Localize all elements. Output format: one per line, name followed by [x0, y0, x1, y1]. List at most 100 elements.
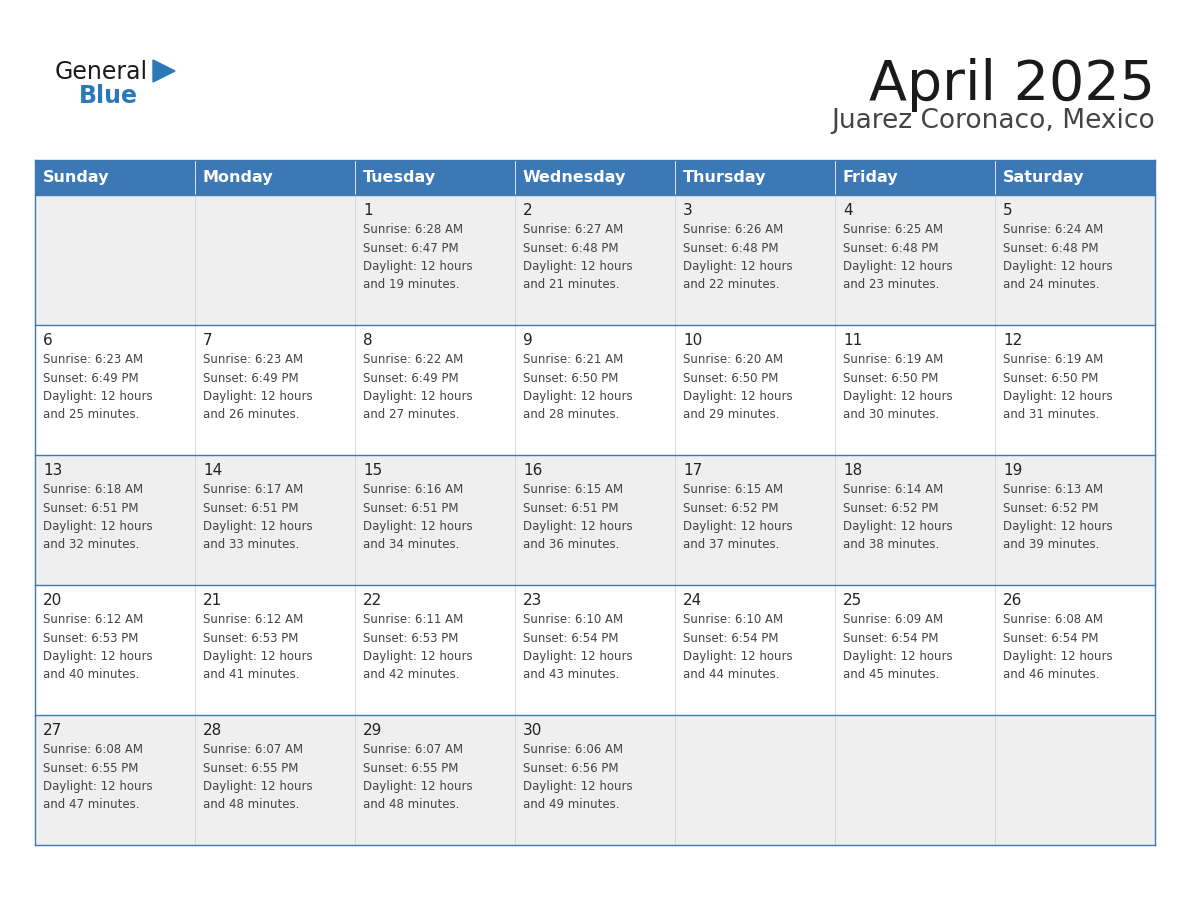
Bar	[675, 195, 835, 325]
Text: 12: 12	[1003, 333, 1022, 348]
Text: Sunrise: 6:21 AM
Sunset: 6:50 PM
Daylight: 12 hours
and 28 minutes.: Sunrise: 6:21 AM Sunset: 6:50 PM Dayligh…	[523, 353, 633, 421]
Text: 8: 8	[364, 333, 373, 348]
Bar	[195, 160, 355, 195]
Text: Sunrise: 6:15 AM
Sunset: 6:52 PM
Daylight: 12 hours
and 37 minutes.: Sunrise: 6:15 AM Sunset: 6:52 PM Dayligh…	[683, 483, 792, 552]
Text: 4: 4	[843, 203, 853, 218]
Bar	[34, 585, 195, 715]
Text: 28: 28	[203, 723, 222, 738]
Bar	[34, 160, 195, 195]
Text: Sunrise: 6:17 AM
Sunset: 6:51 PM
Daylight: 12 hours
and 33 minutes.: Sunrise: 6:17 AM Sunset: 6:51 PM Dayligh…	[203, 483, 312, 552]
Text: April 2025: April 2025	[868, 58, 1155, 112]
Bar	[516, 325, 675, 455]
Text: Sunrise: 6:13 AM
Sunset: 6:52 PM
Daylight: 12 hours
and 39 minutes.: Sunrise: 6:13 AM Sunset: 6:52 PM Dayligh…	[1003, 483, 1113, 552]
Bar	[355, 325, 516, 455]
Text: 24: 24	[683, 593, 702, 608]
Text: Sunrise: 6:12 AM
Sunset: 6:53 PM
Daylight: 12 hours
and 41 minutes.: Sunrise: 6:12 AM Sunset: 6:53 PM Dayligh…	[203, 613, 312, 681]
Text: 18: 18	[843, 463, 862, 478]
Bar	[34, 325, 195, 455]
Text: 1: 1	[364, 203, 373, 218]
Text: Monday: Monday	[203, 170, 273, 185]
Text: Sunrise: 6:15 AM
Sunset: 6:51 PM
Daylight: 12 hours
and 36 minutes.: Sunrise: 6:15 AM Sunset: 6:51 PM Dayligh…	[523, 483, 633, 552]
Bar	[195, 195, 355, 325]
Bar	[835, 455, 996, 585]
Text: Sunrise: 6:23 AM
Sunset: 6:49 PM
Daylight: 12 hours
and 25 minutes.: Sunrise: 6:23 AM Sunset: 6:49 PM Dayligh…	[43, 353, 152, 421]
Text: 13: 13	[43, 463, 63, 478]
Text: Thursday: Thursday	[683, 170, 766, 185]
Bar	[195, 455, 355, 585]
Text: Sunrise: 6:10 AM
Sunset: 6:54 PM
Daylight: 12 hours
and 44 minutes.: Sunrise: 6:10 AM Sunset: 6:54 PM Dayligh…	[683, 613, 792, 681]
Bar	[355, 585, 516, 715]
Bar	[996, 715, 1155, 845]
Bar	[516, 715, 675, 845]
Text: 17: 17	[683, 463, 702, 478]
Text: 27: 27	[43, 723, 62, 738]
Bar	[835, 195, 996, 325]
Bar	[195, 715, 355, 845]
Bar	[34, 455, 195, 585]
Text: Saturday: Saturday	[1003, 170, 1085, 185]
Bar	[835, 325, 996, 455]
Text: Sunrise: 6:10 AM
Sunset: 6:54 PM
Daylight: 12 hours
and 43 minutes.: Sunrise: 6:10 AM Sunset: 6:54 PM Dayligh…	[523, 613, 633, 681]
Text: Sunrise: 6:26 AM
Sunset: 6:48 PM
Daylight: 12 hours
and 22 minutes.: Sunrise: 6:26 AM Sunset: 6:48 PM Dayligh…	[683, 223, 792, 292]
Text: Sunrise: 6:09 AM
Sunset: 6:54 PM
Daylight: 12 hours
and 45 minutes.: Sunrise: 6:09 AM Sunset: 6:54 PM Dayligh…	[843, 613, 953, 681]
Text: Sunrise: 6:07 AM
Sunset: 6:55 PM
Daylight: 12 hours
and 48 minutes.: Sunrise: 6:07 AM Sunset: 6:55 PM Dayligh…	[364, 743, 473, 812]
Bar	[675, 455, 835, 585]
Text: Sunrise: 6:14 AM
Sunset: 6:52 PM
Daylight: 12 hours
and 38 minutes.: Sunrise: 6:14 AM Sunset: 6:52 PM Dayligh…	[843, 483, 953, 552]
Text: 6: 6	[43, 333, 52, 348]
Text: Sunrise: 6:19 AM
Sunset: 6:50 PM
Daylight: 12 hours
and 30 minutes.: Sunrise: 6:19 AM Sunset: 6:50 PM Dayligh…	[843, 353, 953, 421]
Text: 9: 9	[523, 333, 532, 348]
Bar	[355, 195, 516, 325]
Text: Sunrise: 6:23 AM
Sunset: 6:49 PM
Daylight: 12 hours
and 26 minutes.: Sunrise: 6:23 AM Sunset: 6:49 PM Dayligh…	[203, 353, 312, 421]
Text: Sunrise: 6:25 AM
Sunset: 6:48 PM
Daylight: 12 hours
and 23 minutes.: Sunrise: 6:25 AM Sunset: 6:48 PM Dayligh…	[843, 223, 953, 292]
Text: 30: 30	[523, 723, 543, 738]
Bar	[516, 195, 675, 325]
Bar	[516, 455, 675, 585]
Text: Sunrise: 6:08 AM
Sunset: 6:54 PM
Daylight: 12 hours
and 46 minutes.: Sunrise: 6:08 AM Sunset: 6:54 PM Dayligh…	[1003, 613, 1113, 681]
Bar	[675, 715, 835, 845]
Text: Sunrise: 6:12 AM
Sunset: 6:53 PM
Daylight: 12 hours
and 40 minutes.: Sunrise: 6:12 AM Sunset: 6:53 PM Dayligh…	[43, 613, 152, 681]
Bar	[355, 455, 516, 585]
Text: 3: 3	[683, 203, 693, 218]
Bar	[516, 585, 675, 715]
Bar	[34, 715, 195, 845]
Bar	[996, 325, 1155, 455]
Text: Friday: Friday	[843, 170, 898, 185]
Text: Sunrise: 6:22 AM
Sunset: 6:49 PM
Daylight: 12 hours
and 27 minutes.: Sunrise: 6:22 AM Sunset: 6:49 PM Dayligh…	[364, 353, 473, 421]
Text: Sunrise: 6:16 AM
Sunset: 6:51 PM
Daylight: 12 hours
and 34 minutes.: Sunrise: 6:16 AM Sunset: 6:51 PM Dayligh…	[364, 483, 473, 552]
Bar	[355, 715, 516, 845]
Text: 21: 21	[203, 593, 222, 608]
Bar	[996, 160, 1155, 195]
Bar	[835, 715, 996, 845]
Bar	[996, 455, 1155, 585]
Text: 23: 23	[523, 593, 543, 608]
Text: 29: 29	[364, 723, 383, 738]
Text: Sunrise: 6:27 AM
Sunset: 6:48 PM
Daylight: 12 hours
and 21 minutes.: Sunrise: 6:27 AM Sunset: 6:48 PM Dayligh…	[523, 223, 633, 292]
Text: 14: 14	[203, 463, 222, 478]
Text: 20: 20	[43, 593, 62, 608]
Bar	[195, 325, 355, 455]
Text: Sunrise: 6:06 AM
Sunset: 6:56 PM
Daylight: 12 hours
and 49 minutes.: Sunrise: 6:06 AM Sunset: 6:56 PM Dayligh…	[523, 743, 633, 812]
Bar	[835, 585, 996, 715]
Text: General: General	[55, 60, 148, 84]
Bar	[675, 325, 835, 455]
Text: 19: 19	[1003, 463, 1023, 478]
Text: Sunrise: 6:08 AM
Sunset: 6:55 PM
Daylight: 12 hours
and 47 minutes.: Sunrise: 6:08 AM Sunset: 6:55 PM Dayligh…	[43, 743, 152, 812]
Text: 11: 11	[843, 333, 862, 348]
Text: Sunrise: 6:28 AM
Sunset: 6:47 PM
Daylight: 12 hours
and 19 minutes.: Sunrise: 6:28 AM Sunset: 6:47 PM Dayligh…	[364, 223, 473, 292]
Text: 15: 15	[364, 463, 383, 478]
Bar	[996, 195, 1155, 325]
Text: Sunrise: 6:11 AM
Sunset: 6:53 PM
Daylight: 12 hours
and 42 minutes.: Sunrise: 6:11 AM Sunset: 6:53 PM Dayligh…	[364, 613, 473, 681]
Bar	[835, 160, 996, 195]
Polygon shape	[153, 60, 175, 82]
Text: 7: 7	[203, 333, 213, 348]
Text: Blue: Blue	[78, 84, 138, 108]
Bar	[516, 160, 675, 195]
Bar	[675, 585, 835, 715]
Text: 5: 5	[1003, 203, 1012, 218]
Bar	[355, 160, 516, 195]
Text: Juarez Coronaco, Mexico: Juarez Coronaco, Mexico	[832, 108, 1155, 134]
Text: Sunday: Sunday	[43, 170, 109, 185]
Text: Sunrise: 6:18 AM
Sunset: 6:51 PM
Daylight: 12 hours
and 32 minutes.: Sunrise: 6:18 AM Sunset: 6:51 PM Dayligh…	[43, 483, 152, 552]
Text: 26: 26	[1003, 593, 1023, 608]
Text: Wednesday: Wednesday	[523, 170, 626, 185]
